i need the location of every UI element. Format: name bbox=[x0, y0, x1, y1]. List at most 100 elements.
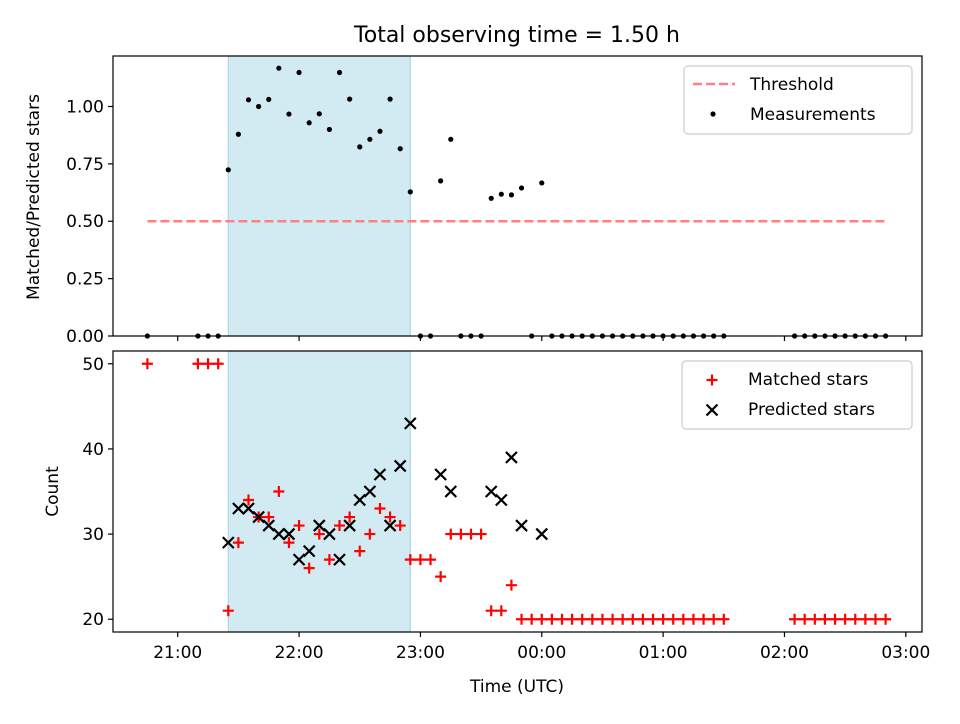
predicted-star-point bbox=[535, 527, 549, 541]
matched-star-point bbox=[647, 613, 659, 625]
measurement-point bbox=[336, 69, 343, 76]
legend-predicted-swatch bbox=[705, 403, 719, 417]
predicted-star-point bbox=[323, 527, 336, 541]
measurement-point bbox=[407, 189, 413, 195]
matched-star-point bbox=[475, 528, 487, 540]
predicted-star-point bbox=[313, 519, 326, 532]
matched-star-point bbox=[687, 613, 699, 625]
matched-star-point bbox=[273, 486, 285, 497]
top-ytick-label: 0.75 bbox=[66, 155, 104, 175]
matched-star-point bbox=[576, 613, 588, 625]
measurement-point bbox=[508, 192, 515, 198]
measurement-point bbox=[276, 65, 282, 71]
xtick-label: 00:00 bbox=[517, 643, 566, 663]
matched-star-point bbox=[495, 605, 507, 617]
predicted-star-point bbox=[232, 502, 245, 515]
bottom-legend bbox=[681, 360, 913, 430]
predicted-star-point bbox=[333, 553, 346, 566]
chart-legends: Threshold Measurements Matched stars Predic… bbox=[681, 65, 913, 430]
matched-star-point bbox=[384, 511, 396, 523]
predicted-star-point bbox=[222, 536, 235, 549]
matched-star-point bbox=[637, 613, 649, 625]
matched-star-point bbox=[364, 528, 376, 540]
matched-star-point bbox=[435, 571, 447, 583]
matched-star-point bbox=[505, 579, 517, 591]
measurement-point bbox=[316, 111, 322, 117]
xtick-label: 03:00 bbox=[881, 643, 930, 663]
measurement-point bbox=[326, 126, 333, 133]
matched-star-point bbox=[263, 511, 275, 523]
measurement-point bbox=[387, 96, 393, 102]
matched-star-point bbox=[212, 358, 224, 370]
matched-star-point bbox=[667, 613, 679, 625]
matched-star-point bbox=[303, 562, 315, 574]
measurement-point bbox=[306, 120, 312, 126]
matched-star-point bbox=[607, 613, 619, 625]
matched-star-point bbox=[859, 613, 871, 625]
bottom-highlight-span bbox=[227, 350, 411, 633]
matched-star-point bbox=[880, 613, 892, 625]
matched-star-point bbox=[789, 613, 801, 625]
matched-star-point bbox=[556, 613, 568, 625]
matched-star-point bbox=[323, 554, 335, 566]
chart-title: Total observing time = 1.50 h bbox=[353, 23, 680, 48]
top-ytick-label: 1.00 bbox=[66, 97, 104, 117]
matched-star-point bbox=[546, 613, 558, 625]
x-axis-label: Time (UTC) bbox=[469, 677, 564, 697]
matched-star-point bbox=[829, 613, 841, 625]
measurement-point bbox=[266, 96, 272, 102]
matched-star-point bbox=[222, 605, 234, 617]
predicted-star-point bbox=[444, 485, 458, 498]
chart-frames: 0.00 0.25 0.50 0.75 1.00 20 30 40 50 21:00 22:00 23… bbox=[24, 55, 930, 697]
xtick-label: 01:00 bbox=[639, 643, 688, 663]
matched-star-point bbox=[344, 511, 356, 523]
predicted-star-point bbox=[353, 493, 367, 507]
matched-star-point bbox=[293, 520, 305, 532]
matched-star-point bbox=[657, 613, 669, 625]
top-y-axis-label: Matched/Predicted stars bbox=[24, 94, 44, 300]
matched-star-point bbox=[404, 554, 416, 566]
chart-marks bbox=[141, 65, 892, 625]
matched-star-point bbox=[849, 613, 861, 625]
measurement-point bbox=[539, 180, 545, 186]
xtick-label: 23:00 bbox=[396, 643, 445, 663]
matched-star-point bbox=[627, 613, 639, 625]
predicted-star-point bbox=[262, 519, 276, 532]
matched-star-point bbox=[526, 613, 538, 625]
matched-star-point bbox=[425, 554, 437, 566]
measurement-point bbox=[377, 128, 383, 134]
xtick-label: 22:00 bbox=[275, 643, 324, 663]
top-legend bbox=[683, 65, 913, 135]
legend-threshold-label: Threshold bbox=[749, 75, 834, 95]
predicted-star-point bbox=[484, 485, 498, 498]
measurement-point bbox=[296, 69, 302, 76]
legend-predicted-label: Predicted stars bbox=[748, 400, 875, 420]
measurement-point bbox=[397, 146, 403, 152]
predicted-star-point bbox=[343, 519, 356, 532]
matched-star-point bbox=[586, 613, 598, 625]
bottom-panel bbox=[227, 350, 411, 633]
matched-star-point bbox=[677, 613, 689, 625]
bottom-ytick-label: 20 bbox=[82, 610, 104, 630]
matched-star-point bbox=[839, 613, 851, 625]
matched-star-point bbox=[718, 613, 730, 625]
predicted-star-point bbox=[515, 519, 528, 532]
predicted-star-point bbox=[272, 527, 286, 541]
predicted-star-point bbox=[383, 519, 397, 532]
matched-star-point bbox=[485, 605, 497, 617]
matched-star-point bbox=[445, 528, 457, 540]
measurement-point bbox=[225, 167, 231, 173]
bottom-ytick-label: 30 bbox=[82, 525, 104, 545]
measurement-point bbox=[357, 144, 363, 150]
legend-matched-label: Matched stars bbox=[748, 370, 868, 390]
matched-star-point bbox=[698, 613, 710, 625]
matched-star-point bbox=[617, 613, 629, 625]
measurement-point bbox=[286, 111, 292, 117]
matched-star-point bbox=[202, 358, 214, 370]
matched-star-point bbox=[243, 494, 255, 506]
predicted-star-point bbox=[404, 417, 417, 430]
measurement-point bbox=[367, 136, 373, 142]
matched-star-point bbox=[809, 613, 821, 625]
measurement-point bbox=[488, 195, 494, 201]
